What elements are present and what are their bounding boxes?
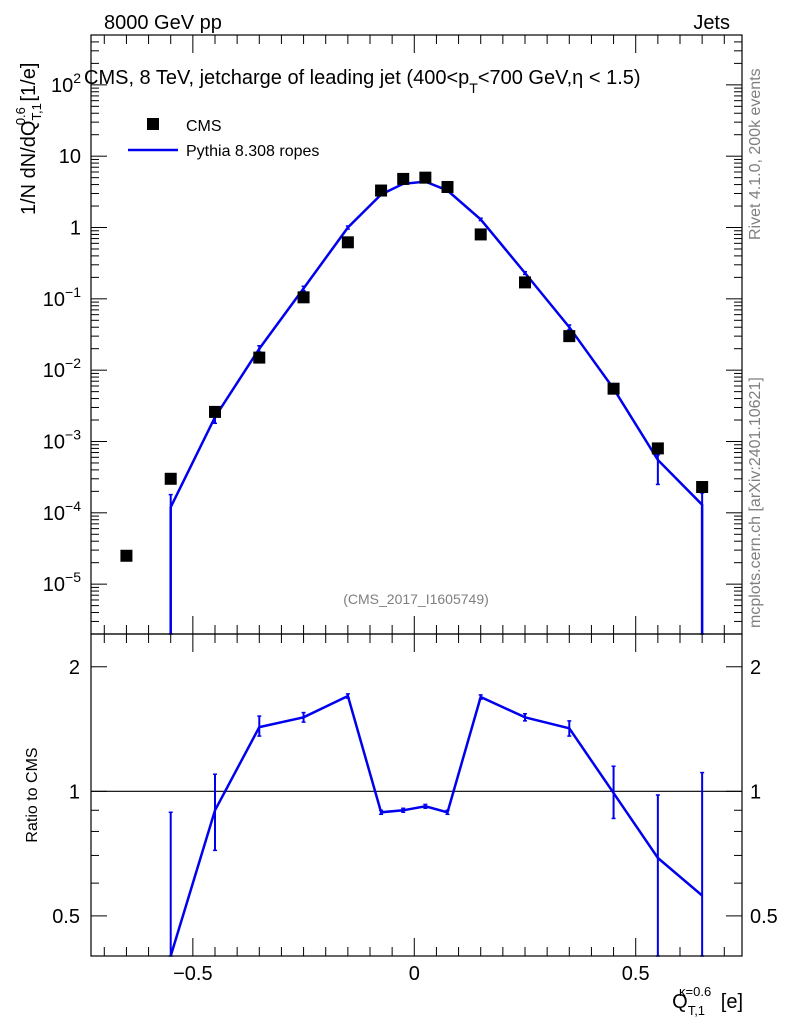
cms-data-point (474, 228, 487, 241)
main-y-axis-label-base: 1/N dN/dQ (18, 121, 40, 215)
mcplots-label: mcplots.cern.ch [arXiv:2401.10621] (747, 377, 764, 628)
main-y-tick-label: 10 (59, 146, 81, 168)
cms-data-point (519, 276, 531, 289)
ratio-y-axis-label: Ratio to CMS (24, 747, 41, 842)
main-y-tick-label: 102 (51, 70, 81, 97)
x-axis-label-unit: [e] (715, 991, 743, 1013)
ratio-panel-content: 0.5 0.5 1 1 2 2 −0.5 0 0.5 (52, 634, 778, 985)
header-right-label: Jets (693, 12, 730, 34)
mc-series-line (169, 180, 704, 634)
main-y-axis-label-unit: [1/e] (18, 63, 40, 107)
ratio-y-tick-label-right: 2 (750, 657, 761, 679)
main-y-axis-label-sub: T,1 (29, 103, 44, 120)
main-y-tick-label: 10−2 (43, 355, 81, 382)
cms-data-point (563, 330, 576, 343)
legend: CMS Pythia 8.308 ropes (128, 118, 319, 160)
x-tick-label: 0.5 (622, 963, 650, 985)
cms-data-point (696, 481, 709, 494)
main-y-tick-label: 10−1 (43, 284, 81, 311)
main-panel-content: 10−5 10−4 10−3 10−2 10−1 1 10 102 (43, 34, 742, 635)
plot-title-subscript: T (469, 80, 478, 96)
plot-title: CMS, 8 TeV, jetcharge of leading jet (40… (84, 67, 641, 96)
main-y-tick-label: 10−5 (43, 569, 81, 596)
main-y-axis-label-sup: 0.6 (13, 107, 28, 125)
cms-data-point (120, 549, 133, 562)
rivet-version-label: Rivet 4.1.0, 200k events (747, 68, 764, 240)
x-axis-label-sup: κ=0.6 (679, 984, 711, 999)
plot-title-part-2: <700 GeV,η < 1.5) (478, 67, 641, 89)
x-tick-label: 0 (409, 963, 420, 985)
cms-data-point (341, 236, 354, 249)
ratio-y-tick-label-right: 0.5 (750, 906, 778, 928)
legend-mc-label: Pythia 8.308 ropes (186, 143, 319, 160)
legend-data-marker (147, 118, 159, 130)
x-tick-label: −0.5 (173, 963, 212, 985)
ratio-y-tick-label-left: 1 (69, 781, 80, 803)
cms-data-point (441, 180, 454, 193)
header-left-label: 8000 GeV pp (104, 12, 222, 34)
analysis-id-label: (CMS_2017_I1605749) (343, 591, 489, 607)
cms-data-point (164, 472, 177, 485)
ratio-y-tick-label-left: 2 (69, 657, 80, 679)
plot-title-part-1: CMS, 8 TeV, jetcharge of leading jet (40… (84, 67, 469, 89)
ratio-y-tick-label-left: 0.5 (52, 906, 80, 928)
cms-data-point (253, 351, 266, 364)
main-y-tick-label: 10−3 (43, 426, 81, 453)
cms-data-point (607, 382, 620, 395)
x-axis-label-sub: T,1 (688, 1003, 705, 1018)
cms-data-point (419, 171, 432, 184)
ratio-y-tick-label-right: 1 (750, 781, 761, 803)
ratio-panel-frame (90, 633, 743, 957)
cms-data-point (375, 184, 388, 197)
ratio-series-line (169, 694, 703, 957)
cms-data-point (651, 442, 664, 455)
main-y-axis-label: 1/N dN/dQT,10.6 [1/e] (13, 63, 44, 215)
x-axis-label-base: Q (672, 991, 688, 1013)
legend-data-label: CMS (186, 118, 222, 135)
x-axis-label: QT,1 κ=0.6 [e] (672, 984, 743, 1018)
main-y-tick-label: 10−4 (43, 498, 81, 525)
main-y-tick-label: 1 (70, 218, 81, 240)
cms-data-point (397, 172, 410, 185)
cms-data-point (209, 405, 221, 418)
cms-data-point (297, 291, 310, 304)
